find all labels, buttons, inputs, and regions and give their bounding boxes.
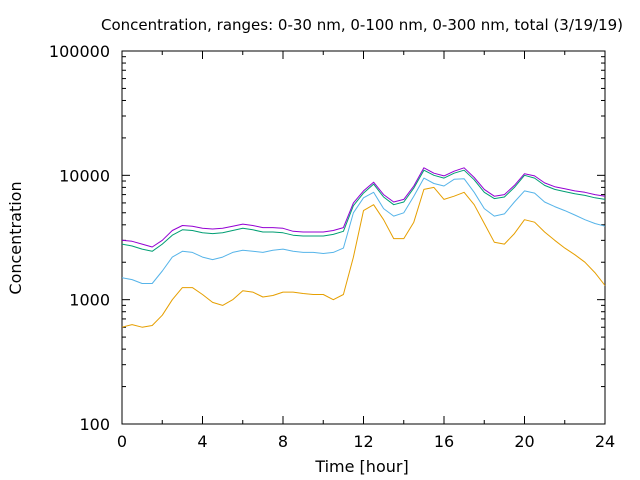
x-tick-label: 8 bbox=[278, 432, 288, 451]
x-tick-label: 16 bbox=[434, 432, 454, 451]
x-tick-label: 12 bbox=[353, 432, 373, 451]
y-tick-label: 100 bbox=[79, 415, 110, 434]
x-axis-label: Time [hour] bbox=[314, 457, 408, 476]
series-line-4 bbox=[121, 186, 606, 328]
x-tick-label: 0 bbox=[117, 432, 127, 451]
x-tick-label: 24 bbox=[595, 432, 615, 451]
tick-labels: 0 4 8 12 16 20 24 100 1000 10000 100000 bbox=[49, 42, 615, 451]
series-line-2 bbox=[121, 169, 606, 252]
series-layer bbox=[121, 167, 606, 328]
x-tick-label: 4 bbox=[197, 432, 207, 451]
plot-frame bbox=[121, 50, 606, 425]
x-tick-label: 20 bbox=[514, 432, 534, 451]
y-tick-label: 1000 bbox=[69, 291, 110, 310]
series-line-1 bbox=[121, 167, 606, 248]
y-axis-label: Concentration bbox=[6, 181, 25, 294]
y-tick-label: 10000 bbox=[59, 166, 110, 185]
y-tick-label: 100000 bbox=[49, 42, 110, 61]
chart-title: Concentration, ranges: 0-30 nm, 0-100 nm… bbox=[101, 16, 623, 34]
ticks bbox=[121, 50, 606, 425]
series-line-3 bbox=[121, 177, 606, 284]
